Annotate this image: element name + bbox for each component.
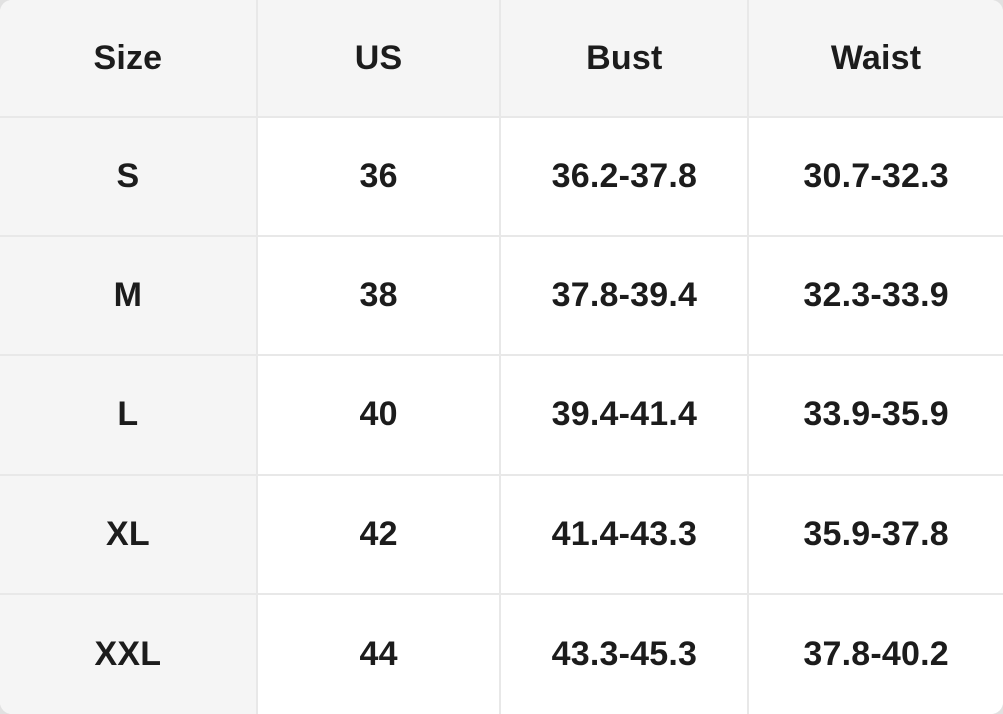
cell-us: 38 bbox=[257, 237, 502, 357]
cell-us: 36 bbox=[257, 118, 502, 238]
cell-waist: 33.9-35.9 bbox=[749, 356, 1003, 476]
cell-size: L bbox=[0, 356, 258, 476]
cell-bust: 41.4-43.3 bbox=[501, 475, 750, 595]
cell-waist: 35.9-37.8 bbox=[749, 475, 1003, 595]
cell-size: M bbox=[0, 237, 258, 357]
header-cell-waist: Waist bbox=[749, 0, 1003, 118]
cell-bust: 43.3-45.3 bbox=[501, 594, 750, 714]
table-row: L 40 39.4-41.4 33.9-35.9 bbox=[0, 356, 1003, 476]
table-row: XXL 44 43.3-45.3 37.8-40.2 bbox=[0, 594, 1003, 714]
cell-us: 40 bbox=[257, 356, 502, 476]
table-row: M 38 37.8-39.4 32.3-33.9 bbox=[0, 237, 1003, 357]
table-row: XL 42 41.4-43.3 35.9-37.8 bbox=[0, 475, 1003, 595]
cell-size: XL bbox=[0, 475, 258, 595]
cell-bust: 37.8-39.4 bbox=[501, 237, 750, 357]
cell-size: XXL bbox=[0, 594, 258, 714]
cell-waist: 37.8-40.2 bbox=[749, 594, 1003, 714]
table-row: S 36 36.2-37.8 30.7-32.3 bbox=[0, 118, 1003, 238]
header-row: Size US Bust Waist bbox=[0, 0, 1003, 118]
cell-waist: 30.7-32.3 bbox=[749, 118, 1003, 238]
cell-bust: 36.2-37.8 bbox=[501, 118, 750, 238]
header-cell-size: Size bbox=[0, 0, 258, 118]
header-cell-bust: Bust bbox=[501, 0, 750, 118]
cell-us: 44 bbox=[257, 594, 502, 714]
cell-size: S bbox=[0, 118, 258, 238]
cell-bust: 39.4-41.4 bbox=[501, 356, 750, 476]
cell-us: 42 bbox=[257, 475, 502, 595]
cell-waist: 32.3-33.9 bbox=[749, 237, 1003, 357]
header-cell-us: US bbox=[257, 0, 502, 118]
